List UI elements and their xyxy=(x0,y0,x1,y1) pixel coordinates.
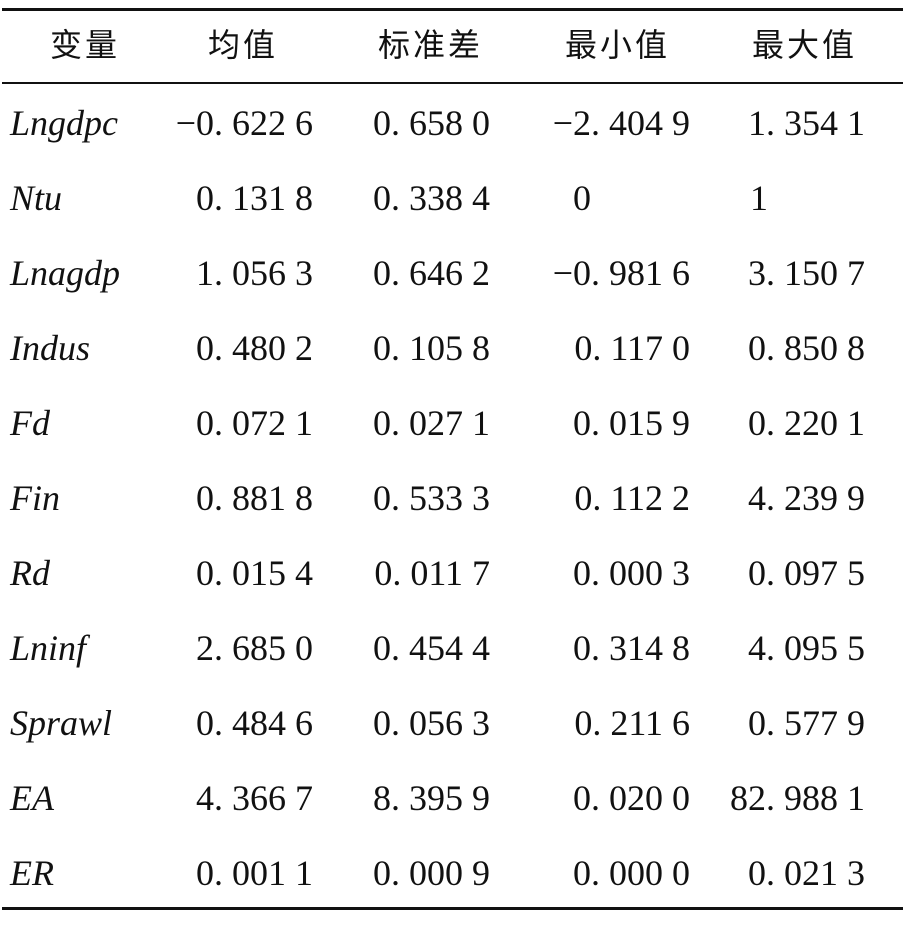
variable-name: Lninf xyxy=(10,628,87,668)
max-value: 82. 988 1 xyxy=(730,778,865,818)
mean-value: 0. 015 4 xyxy=(196,553,313,593)
max-value: 1. 354 1 xyxy=(748,103,865,143)
table-row: Fd 0. 072 1 0. 027 1 0. 015 9 0. 220 1 xyxy=(0,386,905,461)
std-value: 0. 533 3 xyxy=(373,478,490,518)
max-value: 4. 239 9 xyxy=(748,478,865,518)
table-row: Fin 0. 881 8 0. 533 3 0. 112 2 4. 239 9 xyxy=(0,461,905,536)
min-value: 0 xyxy=(573,178,591,218)
min-value: 0. 000 0 xyxy=(573,853,690,893)
mean-value: 0. 484 6 xyxy=(196,703,313,743)
variable-name: Sprawl xyxy=(10,703,113,743)
mean-value: 0. 480 2 xyxy=(196,328,313,368)
min-value: 0. 117 0 xyxy=(574,328,690,368)
variable-name: Indus xyxy=(10,328,90,368)
variable-name: Lnagdp xyxy=(10,253,121,293)
bottom-rule xyxy=(2,907,903,910)
header-min: 最小值 xyxy=(565,26,671,64)
min-value: −0. 981 6 xyxy=(552,253,690,293)
variable-name: EA xyxy=(10,778,54,818)
max-value: 0. 097 5 xyxy=(748,553,865,593)
std-value: 0. 658 0 xyxy=(373,103,490,143)
max-value: 4. 095 5 xyxy=(748,628,865,668)
min-value: 0. 020 0 xyxy=(573,778,690,818)
std-value: 8. 395 9 xyxy=(373,778,490,818)
top-rule xyxy=(2,8,903,11)
variable-name: Fd xyxy=(10,403,50,443)
variable-name: Lngdpc xyxy=(10,103,118,143)
std-value: 0. 646 2 xyxy=(373,253,490,293)
min-value: 0. 112 2 xyxy=(574,478,690,518)
std-value: 0. 000 9 xyxy=(373,853,490,893)
header-max: 最大值 xyxy=(752,26,858,64)
mean-value: 0. 072 1 xyxy=(196,403,313,443)
table-row: Rd 0. 015 4 0. 011 7 0. 000 3 0. 097 5 xyxy=(0,536,905,611)
mean-value: 2. 685 0 xyxy=(196,628,313,668)
min-value: 0. 211 6 xyxy=(574,703,690,743)
variable-name: Fin xyxy=(10,478,60,518)
header-std: 标准差 xyxy=(378,26,484,64)
max-value: 0. 021 3 xyxy=(748,853,865,893)
min-value: 0. 314 8 xyxy=(573,628,690,668)
std-value: 0. 105 8 xyxy=(373,328,490,368)
header-mean: 均值 xyxy=(208,26,279,64)
variable-name: ER xyxy=(10,853,54,893)
min-value: 0. 015 9 xyxy=(573,403,690,443)
min-value: −2. 404 9 xyxy=(552,103,690,143)
max-value: 3. 150 7 xyxy=(748,253,865,293)
table-row: ER 0. 001 1 0. 000 9 0. 000 0 0. 021 3 xyxy=(0,836,905,911)
table-row: Indus 0. 480 2 0. 105 8 0. 117 0 0. 850 … xyxy=(0,311,905,386)
std-value: 0. 056 3 xyxy=(373,703,490,743)
header-variable: 变量 xyxy=(50,26,121,64)
mean-value: −0. 622 6 xyxy=(175,103,313,143)
mean-value: 0. 131 8 xyxy=(196,178,313,218)
max-value: 0. 220 1 xyxy=(748,403,865,443)
table-row: Sprawl 0. 484 6 0. 056 3 0. 211 6 0. 577… xyxy=(0,686,905,761)
variable-name: Ntu xyxy=(10,178,63,218)
header-row: 变量 均值 标准差 最小值 最大值 xyxy=(0,8,905,83)
std-value: 0. 454 4 xyxy=(373,628,490,668)
max-value: 0. 577 9 xyxy=(748,703,865,743)
max-value: 0. 850 8 xyxy=(748,328,865,368)
max-value: 1 xyxy=(750,178,768,218)
table-row: Ntu 0. 131 8 0. 338 4 0 1 xyxy=(0,161,905,236)
std-value: 0. 338 4 xyxy=(373,178,490,218)
variable-name: Rd xyxy=(10,553,50,593)
std-value: 0. 011 7 xyxy=(374,553,490,593)
min-value: 0. 000 3 xyxy=(573,553,690,593)
table-row: Lnagdp 1. 056 3 0. 646 2 −0. 981 6 3. 15… xyxy=(0,236,905,311)
table-row: Lninf 2. 685 0 0. 454 4 0. 314 8 4. 095 … xyxy=(0,611,905,686)
table-row: EA 4. 366 7 8. 395 9 0. 020 0 82. 988 1 xyxy=(0,761,905,836)
mean-value: 4. 366 7 xyxy=(196,778,313,818)
mean-value: 1. 056 3 xyxy=(196,253,313,293)
table-row: Lngdpc −0. 622 6 0. 658 0 −2. 404 9 1. 3… xyxy=(0,86,905,161)
header-rule xyxy=(2,82,903,84)
mean-value: 0. 001 1 xyxy=(196,853,313,893)
mean-value: 0. 881 8 xyxy=(196,478,313,518)
std-value: 0. 027 1 xyxy=(373,403,490,443)
